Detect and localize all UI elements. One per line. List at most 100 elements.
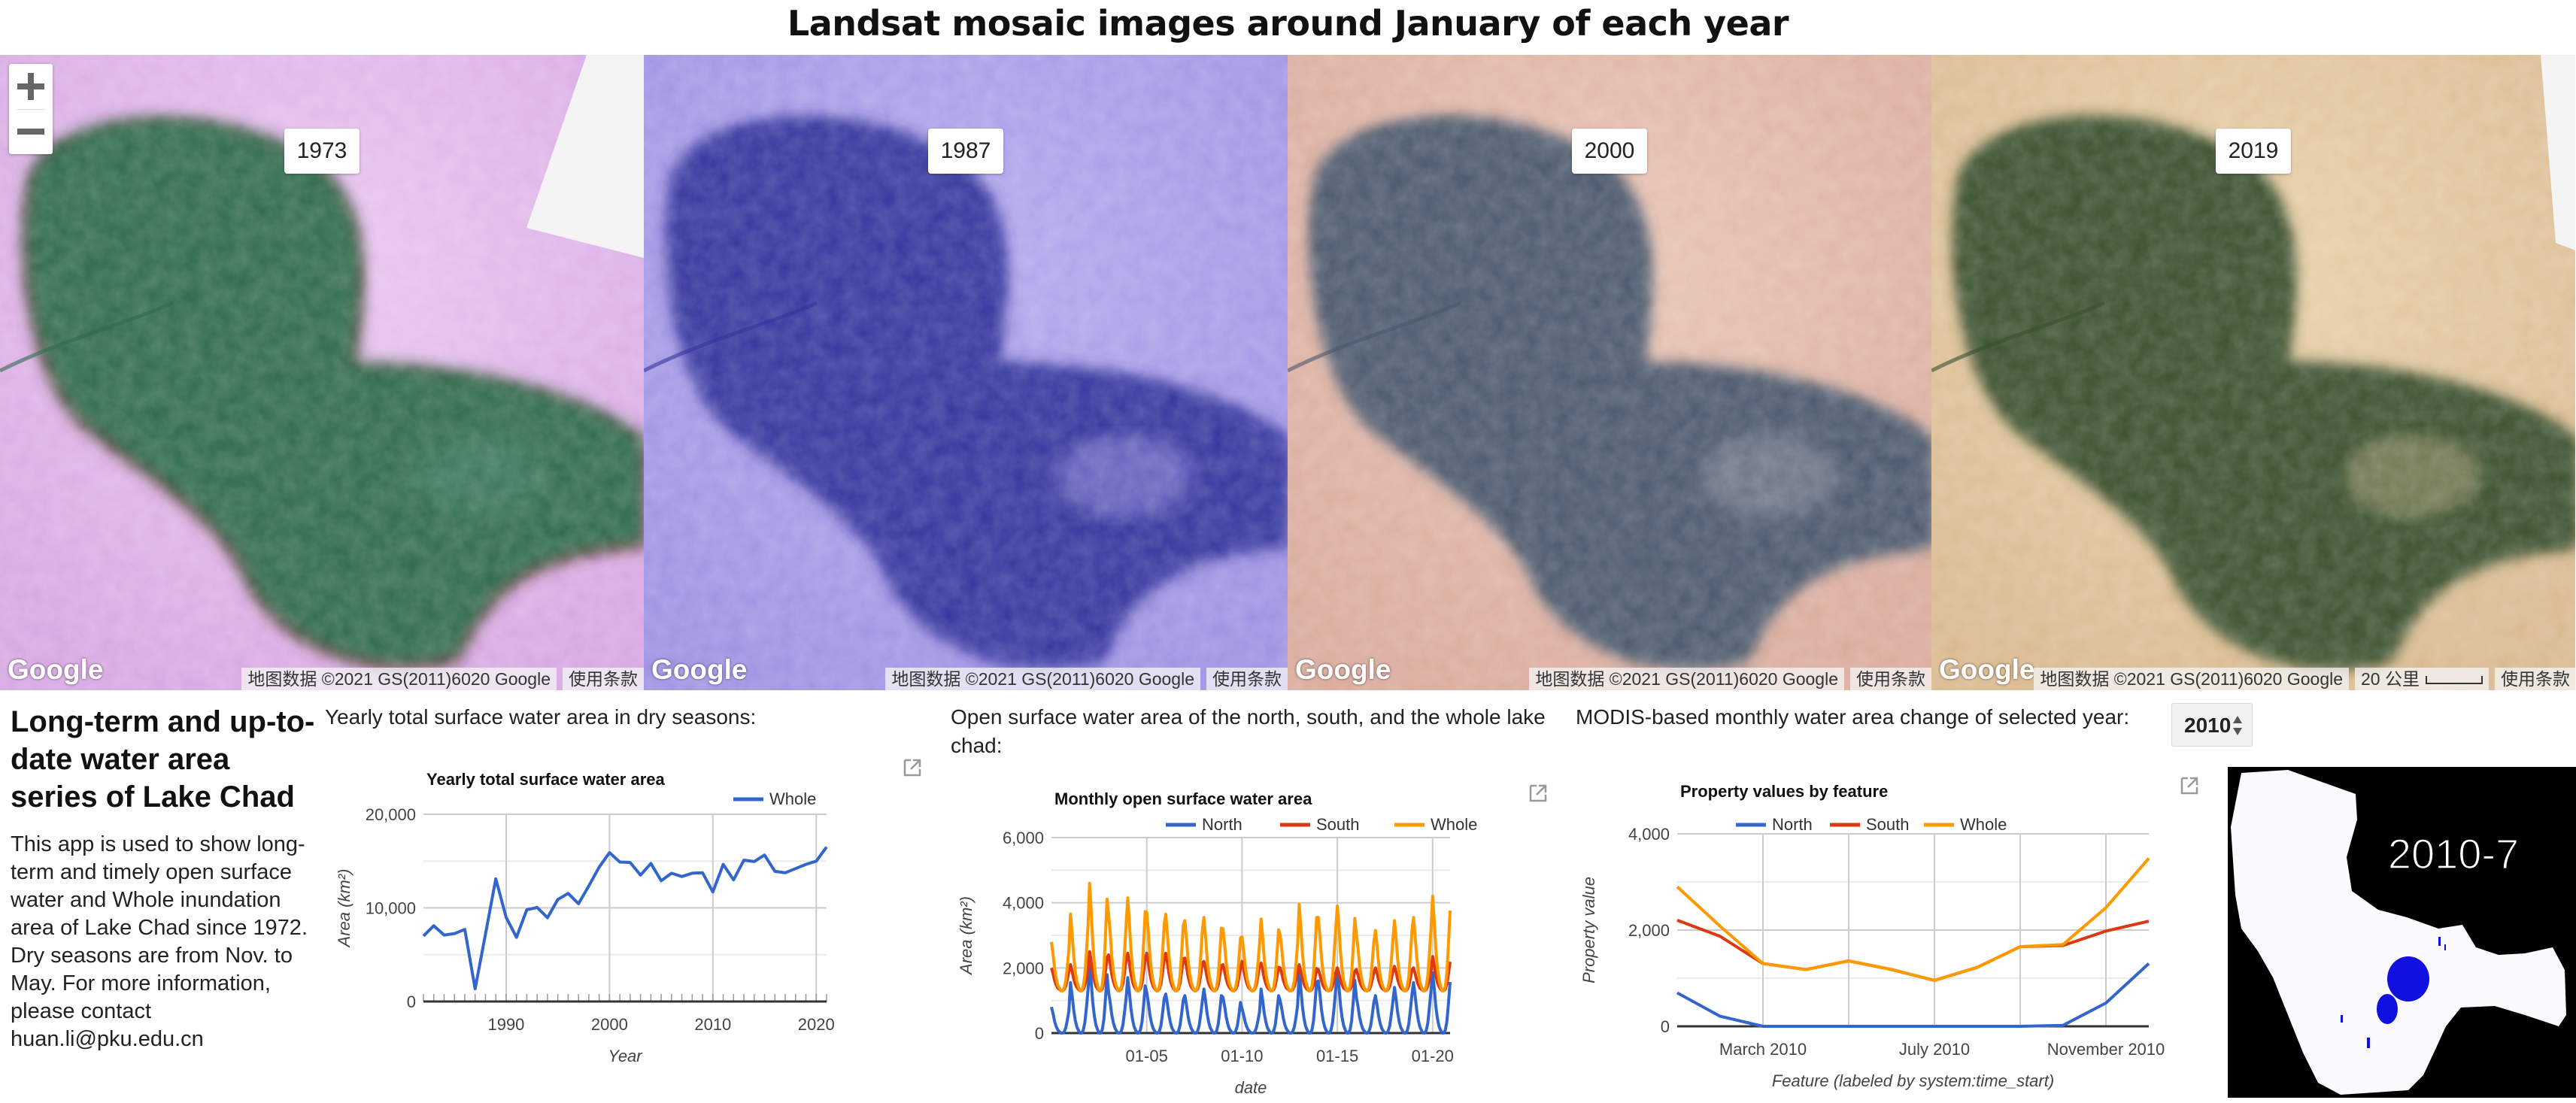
chart-title: Yearly total surface water area [426, 770, 665, 789]
map-attribution[interactable]: 地图数据 ©2021 GS(2011)6020 Google [241, 668, 557, 690]
map-attribution[interactable]: 地图数据 ©2021 GS(2011)6020 Google [2034, 668, 2350, 690]
monthly-chart-label: Open surface water area of the north, so… [951, 705, 1546, 757]
legend-label: Whole [1960, 815, 2007, 834]
y-axis-title: Area (km²) [335, 869, 353, 949]
divider [17, 109, 45, 110]
x-axis-title: Feature (labeled by system:time_start) [1772, 1071, 2054, 1090]
year-label: 2000 [1572, 129, 1647, 174]
map-footer: 地图数据 ©2021 GS(2011)6020 Google 使用条款 [241, 668, 644, 690]
water-pixels [2341, 937, 2446, 1048]
year-label: 1987 [928, 129, 1003, 174]
open-in-new-icon[interactable] [2180, 776, 2199, 795]
map-panel-2000[interactable]: 2000 Google 地图数据 ©2021 GS(2011)6020 Goog… [1288, 55, 1931, 690]
y-tick-label: 4,000 [1003, 894, 1044, 913]
map-footer: 地图数据 ©2021 GS(2011)6020 Google 使用条款 [885, 668, 1288, 690]
river [644, 301, 818, 373]
lake-image-date: 2010-7 [2388, 830, 2519, 877]
minus-icon [17, 129, 44, 135]
x-tick-label: 2010 [694, 1015, 731, 1034]
terms-link[interactable]: 使用条款 [2495, 668, 2576, 690]
x-tick-label: 01-10 [1221, 1047, 1263, 1065]
y-tick-label: 4,000 [1628, 825, 1670, 844]
x-tick-label: 1990 [487, 1015, 524, 1034]
zoom-out-button[interactable] [9, 109, 53, 154]
legend-label: Whole [1431, 815, 1477, 834]
x-tick-label: July 2010 [1899, 1040, 1970, 1059]
no-data-area [526, 55, 644, 258]
x-tick-label: 2020 [798, 1015, 835, 1034]
modis-monthly-chart: 0 2,000 4,000 March 2010 July 2010 November 2… [1579, 782, 2165, 1090]
year-select[interactable]: 2010 [2171, 703, 2253, 747]
x-axis-title: Year [608, 1047, 643, 1065]
google-logo: Google [1939, 654, 2035, 685]
series-line-whole [422, 846, 828, 991]
modis-chart-label: MODIS-based monthly water area change of… [1576, 705, 2130, 729]
y-tick-label: 0 [407, 992, 416, 1011]
legend-label: North [1202, 815, 1242, 834]
x-tick-label: 01-15 [1316, 1047, 1358, 1065]
up-down-arrows-icon [2233, 716, 2242, 735]
chart-title: Property values by feature [1680, 782, 1888, 801]
legend-label: South [1316, 815, 1360, 834]
google-logo: Google [8, 654, 104, 685]
chart-title: Monthly open surface water area [1054, 789, 1312, 808]
page-title: Landsat mosaic images around January of … [787, 3, 1789, 44]
zoom-control [9, 64, 53, 154]
plus-icon [17, 73, 44, 100]
intro-title: Long-term and up-to-date water area seri… [11, 705, 315, 814]
map-attribution[interactable]: 地图数据 ©2021 GS(2011)6020 Google [1529, 668, 1844, 690]
map-attribution[interactable]: 地图数据 ©2021 GS(2011)6020 Google [885, 668, 1200, 690]
map-scale: 20 公里 [2355, 668, 2489, 690]
series-line-north [1676, 962, 2150, 1028]
y-tick-label: 2,000 [1003, 959, 1044, 977]
open-in-new-icon[interactable] [1528, 783, 1548, 803]
x-tick-label: March 2010 [1719, 1040, 1807, 1059]
legend-label: Whole [769, 789, 816, 808]
scale-bar [2426, 676, 2483, 685]
monthly-water-area-chart: 0 2,000 4,000 6,000 01-05 01-10 01-15 01-20 Mont… [957, 789, 1477, 1097]
terms-link[interactable]: 使用条款 [1850, 668, 1931, 690]
y-tick-label: 20,000 [366, 805, 416, 824]
series-line-whole [1050, 881, 1452, 992]
lake-mask-image: 2010-7 [2228, 767, 2576, 1098]
river [0, 301, 174, 373]
no-data-area [2541, 55, 2575, 250]
y-axis-title: Area (km²) [957, 896, 975, 976]
series-line-north [1050, 963, 1452, 1035]
intro-body: This app is used to show long-term and t… [11, 832, 308, 1051]
x-axis-title: date [1235, 1078, 1267, 1097]
scale-label: 20 公里 [2361, 669, 2420, 689]
google-logo: Google [1295, 654, 1391, 685]
map-footer: 地图数据 ©2021 GS(2011)6020 Google 20 公里 使用条… [2034, 668, 2576, 690]
river [1931, 301, 2105, 373]
y-tick-label: 0 [1661, 1017, 1670, 1036]
year-label: 2019 [2216, 129, 2291, 174]
google-logo: Google [651, 654, 748, 685]
year-select-value: 2010 [2184, 714, 2232, 737]
y-axis-title: Property value [1579, 877, 1598, 983]
map-panel-1973[interactable]: 1973 Google 地图数据 ©2021 GS(2011)6020 Goog… [0, 55, 644, 690]
series-line-whole [1676, 857, 2150, 982]
yearly-chart-label: Yearly total surface water area in dry s… [325, 705, 757, 729]
intro: Long-term and up-to-date water area seri… [11, 703, 319, 1053]
year-label: 1973 [284, 129, 360, 174]
open-in-new-icon[interactable] [903, 758, 922, 777]
map-panel-1987[interactable]: 1987 Google 地图数据 ©2021 GS(2011)6020 Goog… [644, 55, 1288, 690]
yearly-water-area-chart: 0 10,000 20,000 1990 2000 2010 2020 Yearly tota… [335, 770, 835, 1065]
x-tick-label: 01-20 [1412, 1047, 1454, 1065]
terms-link[interactable]: 使用条款 [563, 668, 644, 690]
y-tick-label: 2,000 [1628, 921, 1670, 940]
x-tick-label: 2000 [591, 1015, 628, 1034]
map-panel-2019[interactable]: 2019 Google 地图数据 ©2021 GS(2011)6020 Goog… [1931, 55, 2576, 690]
monthly-water-map-image: 2010-7 [2228, 767, 2576, 1098]
legend-label: North [1772, 815, 1813, 834]
y-tick-label: 0 [1035, 1024, 1044, 1043]
zoom-in-button[interactable] [9, 64, 53, 109]
y-tick-label: 6,000 [1003, 829, 1044, 847]
river [1288, 301, 1461, 373]
x-tick-label: 01-05 [1126, 1047, 1168, 1065]
map-footer: 地图数据 ©2021 GS(2011)6020 Google 使用条款 [1529, 668, 1931, 690]
legend-label: South [1866, 815, 1910, 834]
x-tick-label: November 2010 [2047, 1040, 2165, 1059]
terms-link[interactable]: 使用条款 [1206, 668, 1288, 690]
